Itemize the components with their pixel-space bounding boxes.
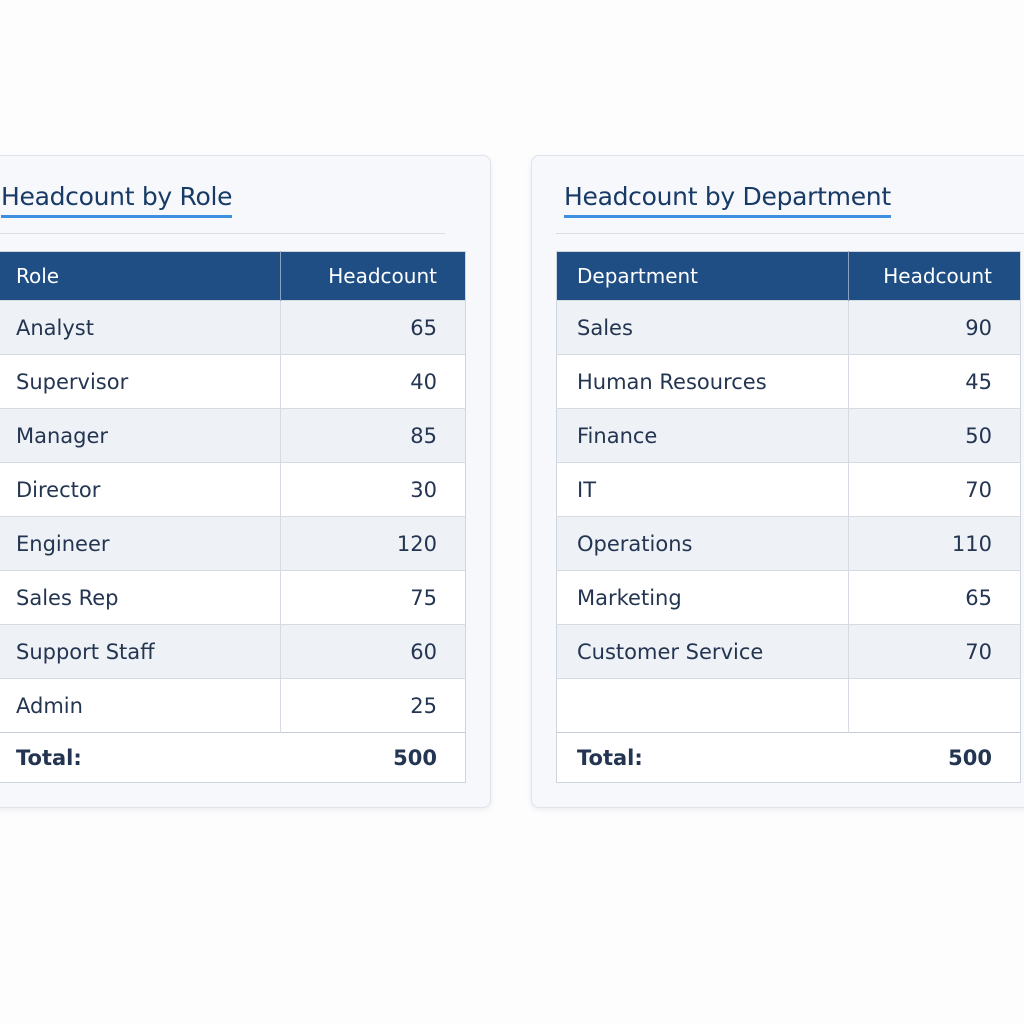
row-value: 110 bbox=[848, 516, 1021, 571]
table-row: Sales 90 bbox=[556, 300, 1021, 355]
row-value: 50 bbox=[848, 408, 1021, 463]
row-value: 65 bbox=[848, 570, 1021, 625]
table-row: Director 30 bbox=[0, 462, 466, 517]
row-value: 70 bbox=[848, 624, 1021, 679]
total-label: Total: bbox=[0, 732, 281, 783]
department-table-title: Headcount by Department bbox=[564, 182, 891, 218]
row-label: IT bbox=[556, 462, 849, 517]
row-label: Supervisor bbox=[0, 354, 281, 409]
table-row: Admin 25 bbox=[0, 678, 466, 733]
table-header-row: Department Headcount bbox=[556, 251, 1021, 301]
table-row: Human Resources 45 bbox=[556, 354, 1021, 409]
table-header-row: Role Headcount bbox=[0, 251, 466, 301]
total-value: 500 bbox=[280, 732, 466, 783]
table-row: Supervisor 40 bbox=[0, 354, 466, 409]
row-value: 85 bbox=[280, 408, 466, 463]
department-headcount-card: Headcount by Department Department Headc… bbox=[531, 155, 1024, 808]
table-row-empty bbox=[556, 678, 1021, 733]
row-value: 120 bbox=[280, 516, 466, 571]
column-header-role[interactable]: Role bbox=[0, 251, 281, 301]
row-value bbox=[848, 678, 1021, 733]
row-value: 90 bbox=[848, 300, 1021, 355]
row-label: Human Resources bbox=[556, 354, 849, 409]
row-value: 40 bbox=[280, 354, 466, 409]
row-label: Sales bbox=[556, 300, 849, 355]
total-value: 500 bbox=[848, 732, 1021, 783]
row-value: 60 bbox=[280, 624, 466, 679]
row-label: Manager bbox=[0, 408, 281, 463]
total-row: Total: 500 bbox=[0, 732, 466, 783]
row-label: Sales Rep bbox=[0, 570, 281, 625]
role-headcount-table: Role Headcount Analyst 65 Supervisor 40 … bbox=[0, 251, 466, 783]
column-header-department[interactable]: Department bbox=[556, 251, 849, 301]
table-row: Marketing 65 bbox=[556, 570, 1021, 625]
row-value: 75 bbox=[280, 570, 466, 625]
row-label: Admin bbox=[0, 678, 281, 733]
row-value: 25 bbox=[280, 678, 466, 733]
title-divider bbox=[0, 233, 445, 234]
column-header-headcount[interactable]: Headcount bbox=[848, 251, 1021, 301]
row-label bbox=[556, 678, 849, 733]
row-value: 65 bbox=[280, 300, 466, 355]
table-row: Operations 110 bbox=[556, 516, 1021, 571]
table-row: Analyst 65 bbox=[0, 300, 466, 355]
row-value: 45 bbox=[848, 354, 1021, 409]
row-value: 30 bbox=[280, 462, 466, 517]
row-value: 70 bbox=[848, 462, 1021, 517]
row-label: Operations bbox=[556, 516, 849, 571]
row-label: Support Staff bbox=[0, 624, 281, 679]
table-row: Customer Service 70 bbox=[556, 624, 1021, 679]
row-label: Finance bbox=[556, 408, 849, 463]
table-row: Manager 85 bbox=[0, 408, 466, 463]
table-row: Engineer 120 bbox=[0, 516, 466, 571]
department-headcount-table: Department Headcount Sales 90 Human Reso… bbox=[556, 251, 1021, 783]
column-header-headcount[interactable]: Headcount bbox=[280, 251, 466, 301]
table-row: Finance 50 bbox=[556, 408, 1021, 463]
row-label: Customer Service bbox=[556, 624, 849, 679]
table-row: Sales Rep 75 bbox=[0, 570, 466, 625]
row-label: Marketing bbox=[556, 570, 849, 625]
row-label: Engineer bbox=[0, 516, 281, 571]
role-table-title: Headcount by Role bbox=[1, 182, 233, 218]
table-row: Support Staff 60 bbox=[0, 624, 466, 679]
total-row: Total: 500 bbox=[556, 732, 1021, 783]
table-row: IT 70 bbox=[556, 462, 1021, 517]
row-label: Director bbox=[0, 462, 281, 517]
title-divider bbox=[556, 233, 1024, 234]
row-label: Analyst bbox=[0, 300, 281, 355]
role-headcount-card: Headcount by Role Role Headcount Analyst… bbox=[0, 155, 491, 808]
total-label: Total: bbox=[556, 732, 849, 783]
